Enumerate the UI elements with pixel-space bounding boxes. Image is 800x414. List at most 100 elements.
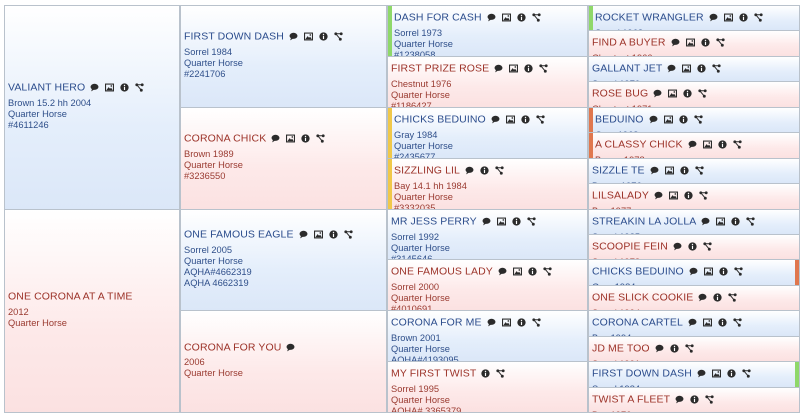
info-icon[interactable] bbox=[120, 83, 129, 93]
horse-name-link[interactable]: LILSALADY bbox=[592, 189, 649, 202]
comment-icon[interactable] bbox=[675, 395, 684, 404]
comment-icon[interactable] bbox=[654, 191, 663, 200]
info-icon[interactable] bbox=[319, 32, 328, 42]
photo-icon[interactable] bbox=[668, 89, 678, 98]
comment-icon[interactable] bbox=[701, 217, 710, 226]
tree-icon[interactable] bbox=[316, 134, 325, 144]
info-icon[interactable] bbox=[719, 267, 728, 276]
tree-icon[interactable] bbox=[715, 38, 725, 47]
comment-icon[interactable] bbox=[494, 64, 503, 73]
tree-icon[interactable] bbox=[712, 64, 721, 73]
info-icon[interactable] bbox=[717, 140, 727, 149]
info-icon[interactable] bbox=[680, 166, 689, 175]
comment-icon[interactable] bbox=[491, 115, 500, 124]
comment-icon[interactable] bbox=[482, 217, 491, 226]
comment-icon[interactable] bbox=[465, 166, 474, 175]
info-icon[interactable] bbox=[688, 242, 697, 251]
comment-icon[interactable] bbox=[689, 267, 698, 276]
info-icon[interactable] bbox=[731, 217, 741, 226]
horse-name-link[interactable]: ROCKET WRANGLER bbox=[595, 11, 704, 24]
horse-name-link[interactable]: ONE CORONA AT A TIME bbox=[8, 290, 133, 303]
horse-name-link[interactable]: CORONA FOR ME bbox=[391, 316, 482, 329]
horse-name-link[interactable]: GALLANT JET bbox=[592, 62, 663, 75]
photo-icon[interactable] bbox=[509, 64, 519, 73]
comment-icon[interactable] bbox=[650, 166, 659, 175]
horse-name-link[interactable]: MR JESS PERRY bbox=[391, 215, 477, 228]
horse-name-link[interactable]: STREAKIN LA JOLLA bbox=[592, 215, 697, 228]
photo-icon[interactable] bbox=[663, 115, 673, 124]
comment-icon[interactable] bbox=[671, 38, 680, 47]
tree-icon[interactable] bbox=[527, 217, 536, 226]
horse-name-link[interactable]: CHICKS BEDUINO bbox=[592, 265, 684, 278]
photo-icon[interactable] bbox=[702, 140, 712, 149]
horse-name-link[interactable]: MY FIRST TWIST bbox=[391, 367, 477, 380]
tree-icon[interactable] bbox=[703, 242, 712, 251]
comment-icon[interactable] bbox=[289, 32, 298, 41]
horse-name-link[interactable]: VALIANT HERO bbox=[8, 81, 86, 94]
tree-icon[interactable] bbox=[693, 115, 703, 124]
photo-icon[interactable] bbox=[313, 230, 323, 239]
info-icon[interactable] bbox=[481, 369, 491, 378]
tree-icon[interactable] bbox=[705, 395, 714, 404]
info-icon[interactable] bbox=[727, 369, 736, 378]
comment-icon[interactable] bbox=[688, 318, 697, 327]
info-icon[interactable] bbox=[700, 38, 710, 47]
tree-icon[interactable] bbox=[536, 115, 545, 124]
horse-name-link[interactable]: CORONA FOR YOU bbox=[184, 341, 282, 354]
comment-icon[interactable] bbox=[655, 344, 664, 353]
tree-icon[interactable] bbox=[343, 230, 353, 240]
photo-icon[interactable] bbox=[501, 13, 511, 22]
comment-icon[interactable] bbox=[698, 293, 707, 302]
tree-icon[interactable] bbox=[754, 13, 763, 22]
comment-icon[interactable] bbox=[299, 230, 308, 239]
horse-name-link[interactable]: ONE FAMOUS EAGLE bbox=[184, 228, 294, 241]
horse-name-link[interactable]: SCOOPIE FEIN bbox=[592, 240, 668, 253]
tree-icon[interactable] bbox=[495, 166, 504, 175]
photo-icon[interactable] bbox=[501, 318, 511, 327]
tree-icon[interactable] bbox=[742, 369, 751, 378]
info-icon[interactable] bbox=[670, 344, 679, 353]
tree-icon[interactable] bbox=[685, 344, 694, 353]
info-icon[interactable] bbox=[683, 89, 692, 98]
horse-name-link[interactable]: FIRST PRIZE ROSE bbox=[391, 62, 490, 75]
info-icon[interactable] bbox=[301, 134, 310, 144]
tree-icon[interactable] bbox=[746, 217, 756, 226]
photo-icon[interactable] bbox=[512, 267, 522, 276]
tree-icon[interactable] bbox=[334, 32, 343, 42]
photo-icon[interactable] bbox=[703, 267, 713, 276]
horse-name-link[interactable]: SIZZLE TE bbox=[592, 164, 645, 177]
photo-icon[interactable] bbox=[685, 38, 695, 47]
info-icon[interactable] bbox=[512, 217, 521, 226]
photo-icon[interactable] bbox=[668, 191, 678, 200]
photo-icon[interactable] bbox=[496, 217, 506, 226]
info-icon[interactable] bbox=[739, 13, 748, 22]
tree-icon[interactable] bbox=[698, 89, 707, 98]
info-icon[interactable] bbox=[713, 293, 723, 302]
comment-icon[interactable] bbox=[286, 343, 295, 352]
comment-icon[interactable] bbox=[653, 89, 662, 98]
horse-name-link[interactable]: CORONA CARTEL bbox=[592, 316, 683, 329]
info-icon[interactable] bbox=[690, 395, 699, 404]
tree-icon[interactable] bbox=[543, 267, 552, 276]
info-icon[interactable] bbox=[524, 64, 533, 73]
tree-icon[interactable] bbox=[734, 267, 743, 276]
tree-icon[interactable] bbox=[733, 318, 742, 327]
tree-icon[interactable] bbox=[728, 293, 738, 302]
photo-icon[interactable] bbox=[105, 83, 115, 92]
tree-icon[interactable] bbox=[532, 13, 541, 22]
comment-icon[interactable] bbox=[90, 83, 99, 92]
photo-icon[interactable] bbox=[723, 13, 733, 22]
comment-icon[interactable] bbox=[649, 115, 658, 124]
comment-icon[interactable] bbox=[697, 369, 706, 378]
tree-icon[interactable] bbox=[539, 64, 548, 73]
info-icon[interactable] bbox=[516, 318, 526, 327]
photo-icon[interactable] bbox=[505, 115, 515, 124]
comment-icon[interactable] bbox=[498, 267, 507, 276]
info-icon[interactable] bbox=[697, 64, 706, 73]
info-icon[interactable] bbox=[684, 191, 693, 200]
comment-icon[interactable] bbox=[709, 13, 718, 22]
info-icon[interactable] bbox=[480, 166, 489, 175]
comment-icon[interactable] bbox=[487, 318, 496, 327]
info-icon[interactable] bbox=[521, 115, 530, 124]
photo-icon[interactable] bbox=[664, 166, 674, 175]
